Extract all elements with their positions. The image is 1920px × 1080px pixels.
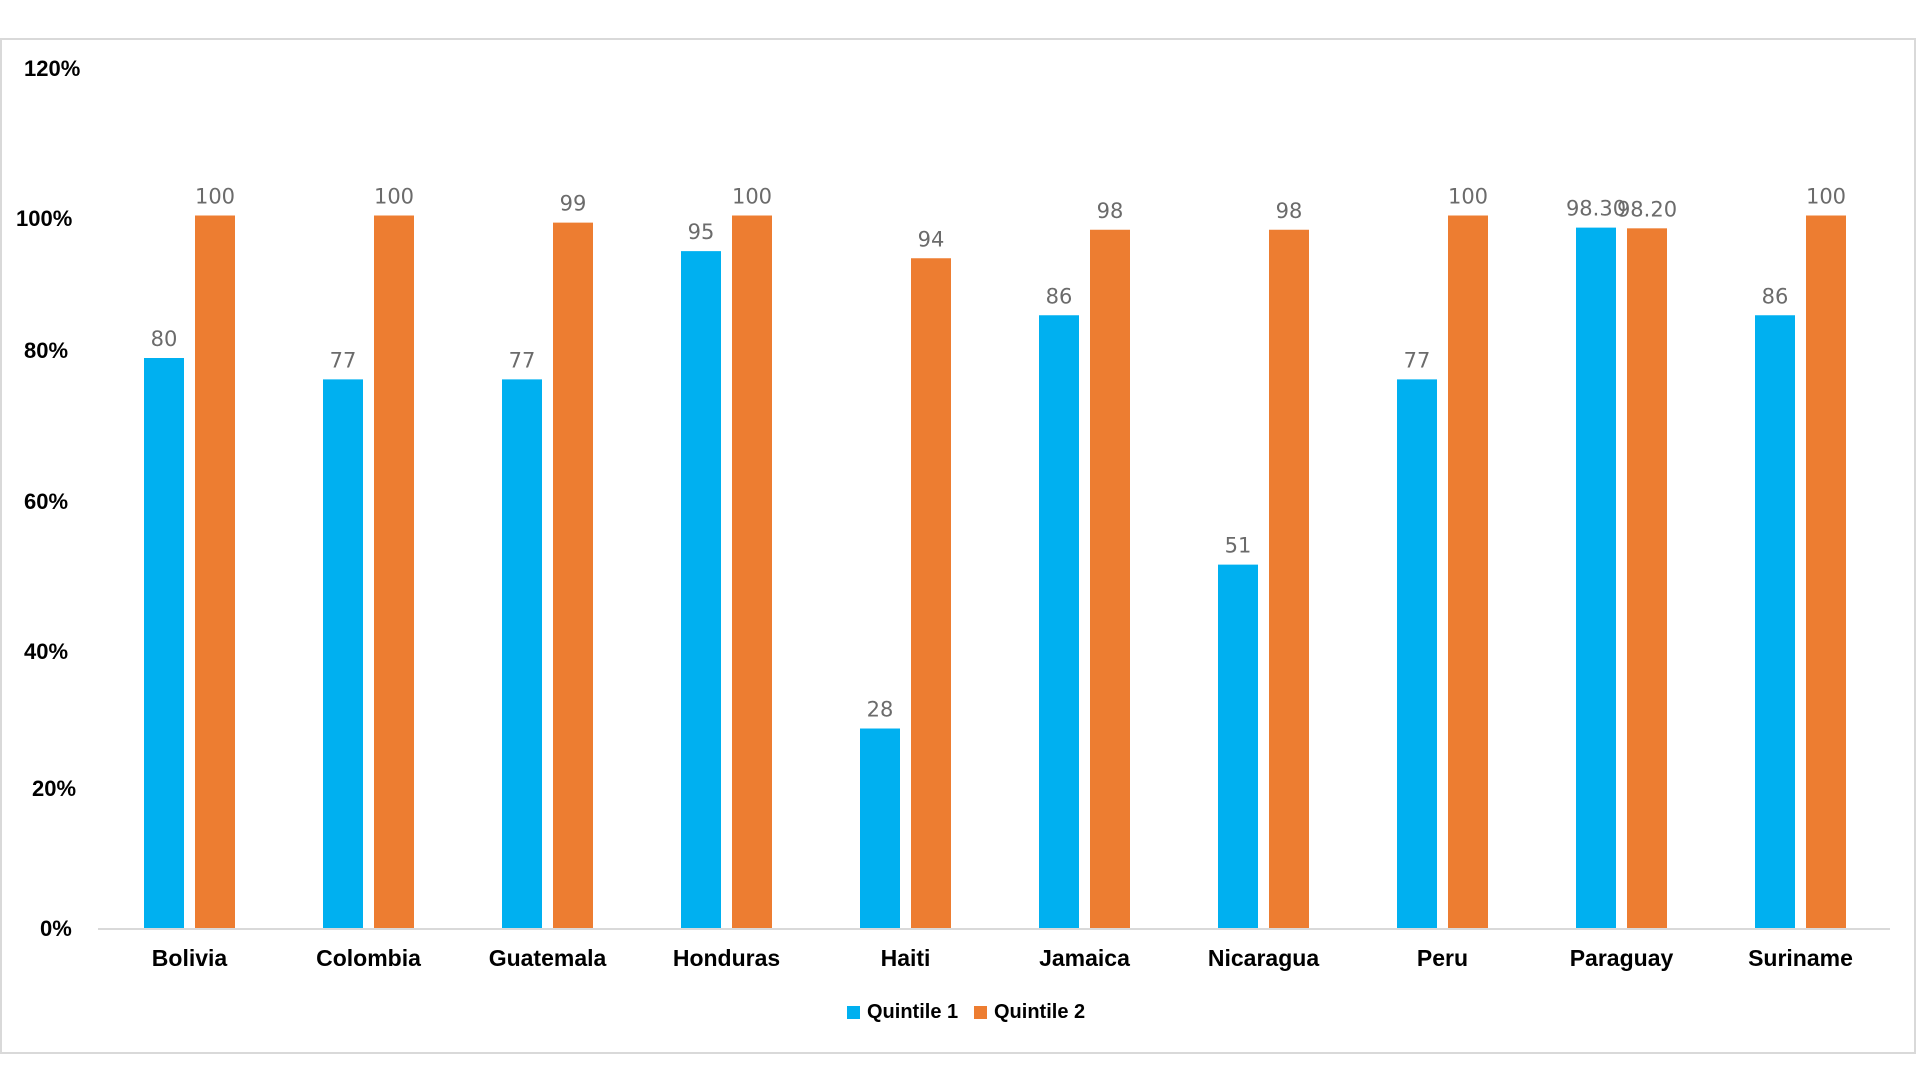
bar-quintile-2 [732,215,772,928]
bar-quintile-2 [195,215,235,928]
x-tick-label: Haiti [881,945,931,971]
y-tick-label: 80% [24,338,68,363]
y-tick-label: 100% [16,206,72,231]
x-tick-label: Peru [1417,945,1468,971]
legend-swatch [974,1006,987,1019]
bar-quintile-2 [1269,229,1309,928]
data-label: 77 [509,348,536,372]
data-label: 100 [195,185,235,209]
legend-label: Quintile 2 [994,1001,1085,1023]
x-tick-label: Nicaragua [1208,945,1319,971]
bar-quintile-1 [1576,227,1616,929]
data-label: 100 [1448,185,1488,209]
data-label: 100 [1806,185,1846,209]
data-label: 98.20 [1617,197,1677,221]
bar-quintile-1 [1039,315,1079,928]
legend-swatch [847,1006,860,1019]
data-label: 94 [918,227,945,251]
bar-quintile-1 [1218,564,1258,928]
x-tick-label: Bolivia [152,945,228,971]
y-tick-label: 0% [40,916,72,941]
data-label: 99 [560,192,587,216]
data-label: 51 [1225,534,1252,558]
data-label: 98.30 [1566,197,1626,221]
x-axis-ticks: Bolivia Colombia Guatemala Honduras Haiti Jam… [152,945,1853,971]
x-tick-label: Paraguay [1570,945,1674,971]
bar-quintile-1 [323,379,363,928]
bar-quintile-2 [911,258,951,928]
y-tick-label: 20% [32,776,76,801]
bar-quintile-1 [144,358,184,928]
chart-frame: 0% 20% 40% 60% 80% 100% 120% 80 100 77 100 77 99 95 1… [0,38,1916,1054]
bar-quintile-2 [553,222,593,928]
data-labels: 80 100 77 100 77 99 95 100 28 94 86 98 51 98 77 100 98.3… [151,185,1846,722]
data-label: 98 [1276,199,1303,223]
y-axis-ticks: 0% 20% 40% 60% 80% 100% 120% [16,56,80,941]
data-label: 100 [374,185,414,209]
data-label: 28 [867,698,894,722]
data-label: 77 [330,348,357,372]
data-label: 77 [1404,348,1431,372]
bar-quintile-1 [860,728,900,928]
legend-label: Quintile 1 [867,1001,958,1023]
data-label: 80 [151,327,178,351]
y-tick-label: 60% [24,489,68,514]
x-tick-label: Jamaica [1039,945,1130,971]
data-label: 86 [1046,284,1073,308]
data-label: 98 [1097,199,1124,223]
bar-quintile-2 [1627,228,1667,928]
x-tick-label: Suriname [1748,945,1853,971]
bar-quintile-2 [1090,229,1130,928]
data-label: 100 [732,185,772,209]
y-tick-label: 120% [24,56,80,81]
data-label: 95 [688,220,715,244]
y-tick-label: 40% [24,639,68,664]
bar-quintile-2 [374,215,414,928]
x-tick-label: Honduras [673,945,780,971]
data-label: 86 [1762,284,1789,308]
x-tick-label: Colombia [316,945,421,971]
bars [144,215,1846,929]
bar-quintile-1 [1755,315,1795,928]
x-tick-label: Guatemala [489,945,607,971]
bar-quintile-1 [681,251,721,928]
bar-chart: 0% 20% 40% 60% 80% 100% 120% 80 100 77 100 77 99 95 1… [16,56,1890,1023]
bar-quintile-1 [502,379,542,928]
bar-quintile-2 [1806,215,1846,928]
legend: Quintile 1 Quintile 2 [847,1001,1085,1023]
bar-quintile-1 [1397,379,1437,928]
bar-quintile-2 [1448,215,1488,928]
